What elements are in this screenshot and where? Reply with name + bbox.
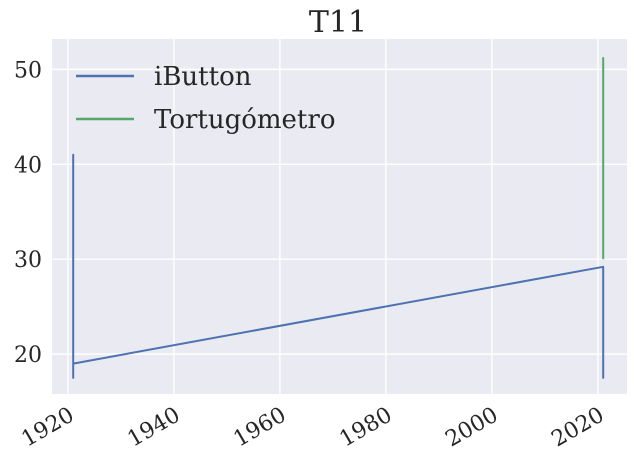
x-tick-label: 2020 xyxy=(547,403,608,453)
y-axis-ticks: 20 30 40 50 xyxy=(14,58,42,368)
chart-title: T11 xyxy=(309,5,367,40)
x-axis-ticks: 1920 1940 1960 1980 2000 2020 xyxy=(18,403,609,453)
legend: iButton Tortugómetro xyxy=(76,62,335,135)
x-tick-label: 1940 xyxy=(123,403,184,453)
y-tick-label: 30 xyxy=(14,248,42,273)
plot-area xyxy=(52,39,627,394)
y-tick-label: 20 xyxy=(14,343,42,368)
grid-lines xyxy=(52,39,627,394)
y-tick-label: 40 xyxy=(14,153,42,178)
y-tick-label: 50 xyxy=(14,58,42,83)
series-lines xyxy=(72,57,605,379)
x-tick-label: 1920 xyxy=(18,403,79,453)
series-line-0 xyxy=(72,153,605,379)
x-tick-label: 1980 xyxy=(335,403,396,453)
x-tick-label: 2000 xyxy=(441,403,502,453)
x-tick-label: 1960 xyxy=(229,403,290,453)
legend-label-0: iButton xyxy=(154,62,252,92)
legend-label-1: Tortugómetro xyxy=(154,105,335,135)
